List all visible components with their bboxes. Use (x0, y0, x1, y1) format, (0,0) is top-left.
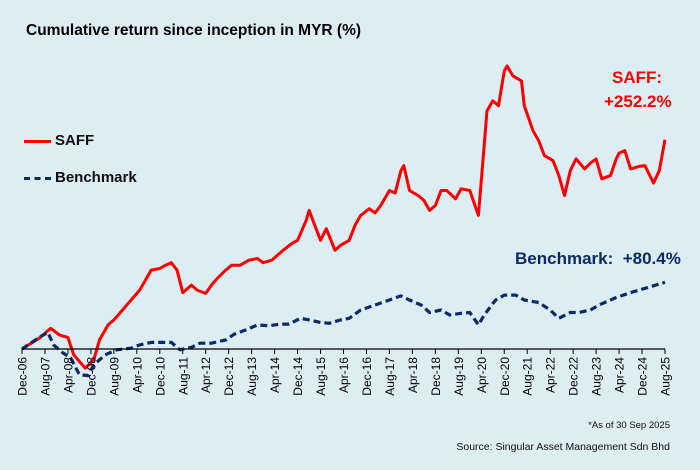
chart-title: Cumulative return since inception in MYR… (26, 22, 362, 39)
x-tick-label: Apr-18 (406, 357, 420, 393)
x-tick-label: Aug-19 (452, 357, 466, 396)
x-tick-label: Apr-12 (199, 357, 213, 393)
benchmark-annotation: Benchmark: +80.4% (515, 249, 681, 268)
legend-saff-label: SAFF (55, 132, 95, 149)
x-tick-label: Aug-13 (245, 357, 259, 396)
x-tick-label: Dec-14 (291, 357, 305, 396)
series-line-saff (21, 64, 667, 370)
saff-annotation-value: +252.2% (604, 92, 672, 111)
x-tick-label: Apr-14 (268, 357, 282, 393)
legend-saff-swatch (24, 140, 51, 143)
x-tick-label: Aug-17 (383, 357, 397, 396)
x-tick-label: Apr-10 (130, 357, 144, 393)
x-tick-label: Dec-10 (153, 357, 167, 396)
x-tick-label: Aug-09 (107, 357, 121, 396)
legend-benchmark-label: Benchmark (55, 169, 137, 186)
saff-annotation-name: SAFF: (612, 68, 663, 87)
x-tick-label: Dec-18 (429, 357, 443, 396)
x-tick-label: Aug-25 (659, 357, 673, 396)
x-tick-label: Aug-07 (38, 357, 52, 396)
x-tick-label: Dec-20 (498, 357, 512, 396)
x-tick-label: Aug-23 (590, 357, 604, 396)
x-tick-label: Dec-06 (16, 357, 30, 396)
x-tick-label: Apr-24 (613, 357, 627, 393)
x-tick-label: Dec-24 (636, 357, 650, 396)
x-tick-label: Aug-21 (521, 357, 535, 396)
x-tick-label: Dec-08 (84, 357, 98, 396)
x-tick-label: Aug-11 (176, 357, 190, 395)
x-tick-label: Dec-16 (360, 357, 374, 396)
x-tick-label: Dec-12 (222, 357, 236, 396)
x-tick-label: Aug-15 (314, 357, 328, 396)
x-tick-label: Apr-16 (337, 357, 351, 393)
x-tick-label: Dec-22 (567, 357, 581, 396)
x-tick-label: Apr-22 (544, 357, 558, 393)
source-note: Source: Singular Asset Management Sdn Bh… (456, 441, 670, 453)
series-line-benchmark (21, 280, 666, 378)
legend-benchmark-swatch (24, 177, 51, 180)
as-of-note: *As of 30 Sep 2025 (588, 420, 670, 431)
x-tick-label: Apr-20 (475, 357, 489, 393)
x-tick-label: Apr-08 (61, 357, 75, 393)
